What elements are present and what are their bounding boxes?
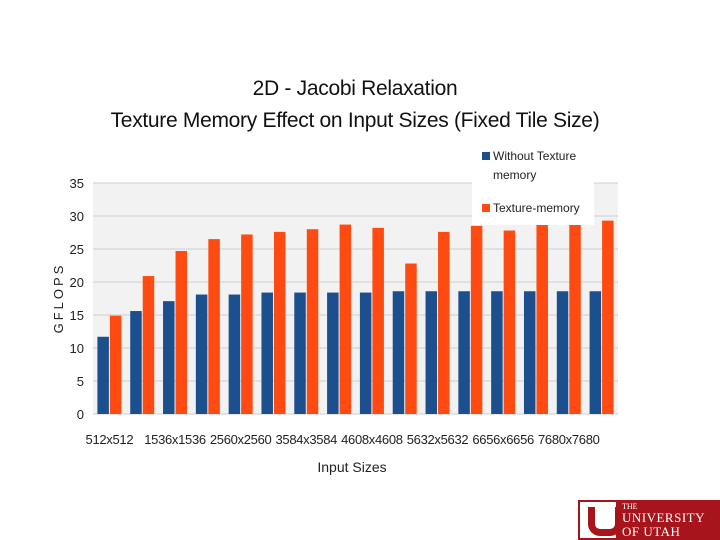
bar-without-texture [294, 292, 306, 414]
bar-without-texture [195, 294, 208, 414]
y-tick-label: 35 [70, 176, 84, 191]
x-tick-label: 3584x3584 [275, 432, 337, 447]
legend-swatch-without-texture [482, 152, 490, 160]
bar-texture-memory [602, 220, 614, 414]
bar-texture-memory [208, 239, 220, 414]
bars [97, 220, 614, 414]
bar-without-texture [359, 292, 372, 414]
bar-texture-memory [503, 230, 516, 414]
y-tick-label: 30 [70, 209, 84, 224]
bar-without-texture [261, 292, 273, 414]
legend-label: Without Texture memory [493, 149, 576, 182]
x-tick-label: 512x512 [86, 432, 134, 447]
bar-without-texture [392, 291, 405, 414]
y-tick-label: 25 [70, 242, 84, 257]
bar-texture-memory [405, 263, 417, 414]
bar-texture-memory [569, 224, 581, 414]
bar-texture-memory [109, 315, 122, 414]
bar-texture-memory [372, 227, 384, 414]
university-of-utah-logo: THE UNIVERSITY OF UTAH [578, 500, 720, 540]
y-tick-label: 20 [70, 275, 84, 290]
bar-texture-memory [438, 231, 450, 414]
chart-title-line2: Texture Memory Effect on Input Sizes (Fi… [110, 109, 600, 132]
x-axis-label: Input Sizes [317, 459, 386, 475]
legend-label: Texture-memory [493, 201, 580, 215]
y-axis-label: GFLOPS [51, 263, 66, 334]
x-tick-label: 7680x7680 [538, 432, 600, 447]
bar-without-texture [130, 311, 142, 414]
chart-title-line1: 2D - Jacobi Relaxation [252, 77, 458, 100]
x-tick-labels: 512x512 1536x1536 2560x2560 3584x3584 4608x4… [86, 432, 600, 447]
legend-swatch-texture-memory [482, 204, 490, 212]
legend: Without Texture memory Texture-memory [472, 140, 594, 225]
y-tick-labels: 0 5 10 15 20 25 30 35 [70, 176, 84, 422]
logo-text-of-utah: OF UTAH [622, 524, 681, 539]
x-tick-label: 6656x6656 [472, 432, 534, 447]
bar-without-texture [556, 291, 569, 414]
bar-without-texture [425, 291, 438, 414]
bar-texture-memory [175, 250, 188, 414]
bar-without-texture [589, 291, 602, 414]
x-tick-label: 2560x2560 [210, 432, 272, 447]
logo-text-the: THE [622, 502, 638, 511]
bar-texture-memory [142, 276, 155, 414]
bar-without-texture [327, 292, 339, 414]
x-tick-label: 5632x5632 [407, 432, 469, 447]
bar-without-texture [491, 291, 503, 414]
bar-without-texture [163, 301, 175, 414]
y-tick-label: 0 [77, 407, 84, 422]
bar-without-texture [97, 336, 109, 414]
bar-texture-memory [339, 224, 352, 414]
y-tick-label: 10 [70, 341, 84, 356]
x-tick-label: 4608x4608 [341, 432, 403, 447]
y-tick-label: 5 [77, 374, 84, 389]
logo-u-mark [580, 502, 622, 538]
bar-texture-memory [306, 229, 319, 414]
bar-texture-memory [470, 225, 483, 414]
bar-texture-memory [241, 234, 253, 414]
bar-without-texture [523, 291, 536, 414]
bar-without-texture [458, 291, 470, 414]
bar-without-texture [228, 294, 241, 414]
logo-text-university: UNIVERSITY [622, 510, 705, 525]
y-tick-label: 15 [70, 308, 84, 323]
x-tick-label: 1536x1536 [144, 432, 206, 447]
bar-texture-memory [536, 224, 548, 414]
legend-background [472, 140, 594, 225]
bar-texture-memory [273, 231, 286, 414]
